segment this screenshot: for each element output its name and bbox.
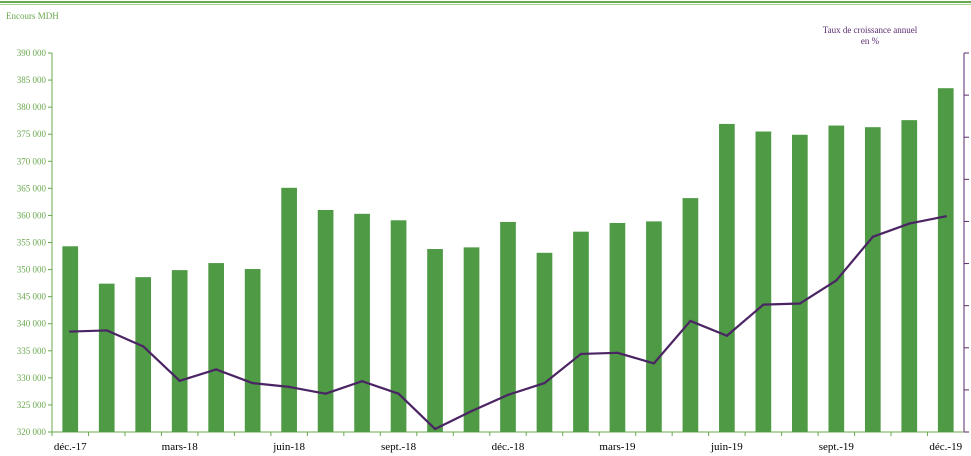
y-tick-label: 350 000	[17, 265, 47, 275]
bar	[719, 123, 735, 433]
growth-point	[762, 303, 765, 306]
y-tick-label: 330 000	[17, 373, 47, 383]
growth-point	[470, 409, 473, 413]
growth-point	[324, 392, 327, 395]
growth-point	[725, 334, 729, 337]
y-tick-label: 325 000	[17, 400, 47, 410]
growth-point	[178, 379, 181, 383]
growth-point	[214, 368, 218, 371]
bar	[573, 231, 589, 432]
growth-point	[142, 345, 145, 348]
growth-point	[908, 222, 911, 225]
bar-series	[62, 88, 954, 433]
bar	[901, 120, 918, 432]
bar	[609, 223, 626, 432]
growth-point	[652, 362, 656, 365]
bar	[244, 269, 261, 432]
y-tick-label: 320 000	[17, 427, 47, 437]
left-axis-title: Encours MDH	[6, 11, 59, 21]
x-tick-label: sept.-19	[819, 441, 855, 453]
x-tick-label: déc.-18	[492, 441, 525, 453]
bar	[463, 247, 480, 432]
y-tick-label: 345 000	[17, 292, 47, 302]
bar	[427, 248, 443, 432]
y-tick-label: 355 000	[17, 238, 47, 248]
y-tick-label: 365 000	[17, 183, 47, 193]
bar	[500, 221, 516, 432]
right-axis-title-line2: en %	[860, 36, 880, 46]
bar	[937, 88, 954, 432]
growth-point	[689, 319, 692, 323]
growth-point	[397, 392, 400, 395]
growth-point	[251, 381, 254, 385]
bar	[390, 220, 407, 432]
x-tick-label: sept.-18	[381, 441, 417, 453]
bar	[791, 134, 808, 432]
top-border	[0, 1, 971, 5]
growth-point	[835, 279, 838, 282]
growth-point	[579, 352, 583, 356]
growth-point	[360, 380, 364, 383]
bar	[682, 198, 699, 432]
y-tick-label: 385 000	[17, 75, 47, 85]
x-tick-label: déc.-17	[54, 441, 87, 453]
growth-point	[433, 427, 437, 431]
bar	[536, 252, 553, 432]
bar	[281, 187, 297, 432]
y-tick-label: 380 000	[17, 102, 47, 112]
right-axis-title: Taux de croissance annuel en %	[800, 25, 940, 47]
y-tick-label: 390 000	[17, 48, 47, 58]
growth-point	[506, 393, 510, 397]
growth-point	[69, 330, 72, 333]
bar	[62, 246, 79, 432]
bar	[171, 270, 188, 432]
growth-line-series	[69, 215, 947, 431]
y-tick-label: 360 000	[17, 210, 47, 220]
bar	[135, 277, 152, 432]
y-tick-label: 375 000	[17, 129, 47, 139]
growth-point	[543, 381, 546, 385]
growth-point	[105, 329, 108, 332]
growth-point	[944, 215, 947, 218]
bar	[354, 213, 370, 432]
y-tick-label: 340 000	[17, 319, 47, 329]
y-tick-label: 335 000	[17, 346, 47, 356]
bar	[864, 127, 881, 432]
x-tick-label: mars-19	[599, 441, 636, 453]
x-tick-label: juin-19	[710, 441, 743, 453]
x-tick-label: déc.-19	[929, 441, 962, 453]
bar	[755, 131, 772, 432]
y-tick-label: 370 000	[17, 156, 47, 166]
growth-point	[287, 385, 291, 389]
growth-point	[616, 351, 619, 354]
bar	[98, 283, 115, 432]
bar	[317, 210, 334, 432]
x-tick-label: juin-18	[272, 441, 305, 453]
right-axis-title-line1: Taux de croissance annuel	[822, 25, 918, 35]
bar	[646, 221, 662, 432]
x-tick-label: mars-18	[162, 441, 199, 453]
growth-point	[871, 235, 874, 239]
bar	[208, 263, 225, 432]
growth-point	[798, 302, 802, 305]
tick-labels: 390 000 385 000 380 000 375 000 370 000 365 0…	[17, 48, 963, 453]
